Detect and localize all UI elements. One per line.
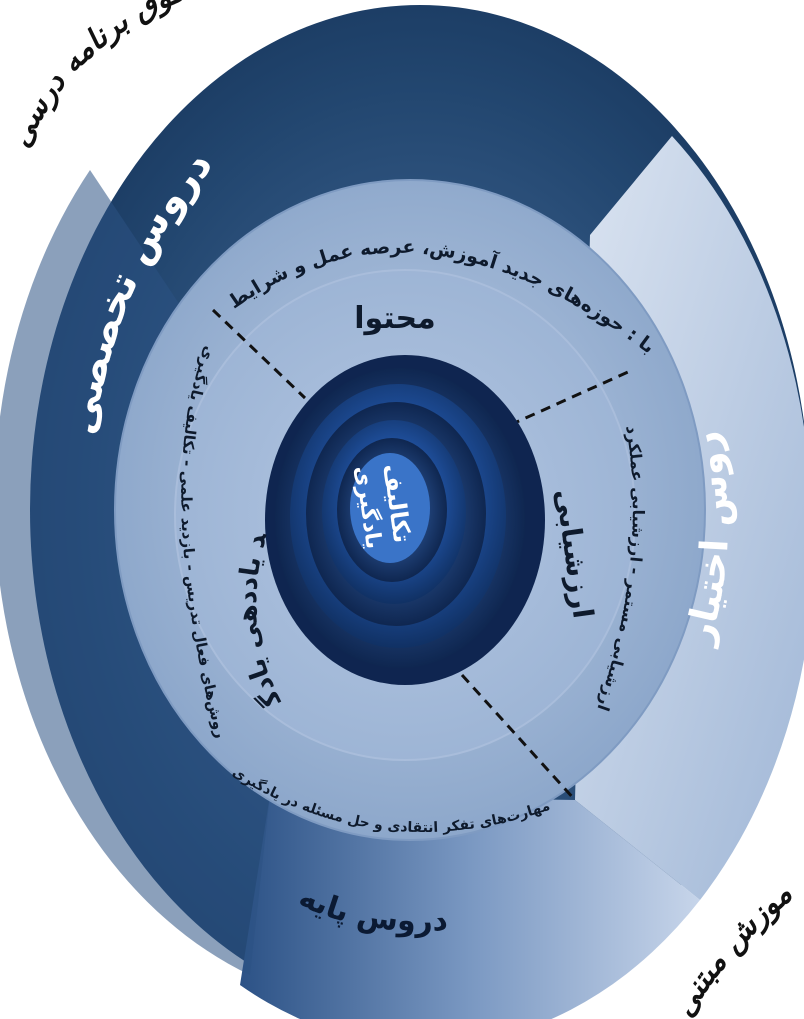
sector-dividers (211, 308, 629, 802)
divider-line-top-left (211, 308, 307, 400)
core-disc (265, 355, 545, 685)
sector-label-content: محتوا (354, 301, 436, 336)
divider-line-right (509, 370, 629, 427)
divider-line-bottom (460, 673, 577, 802)
basic-segment (240, 795, 700, 1019)
core-center (350, 453, 430, 563)
core-label: تکالیف یادگیری (349, 462, 416, 550)
